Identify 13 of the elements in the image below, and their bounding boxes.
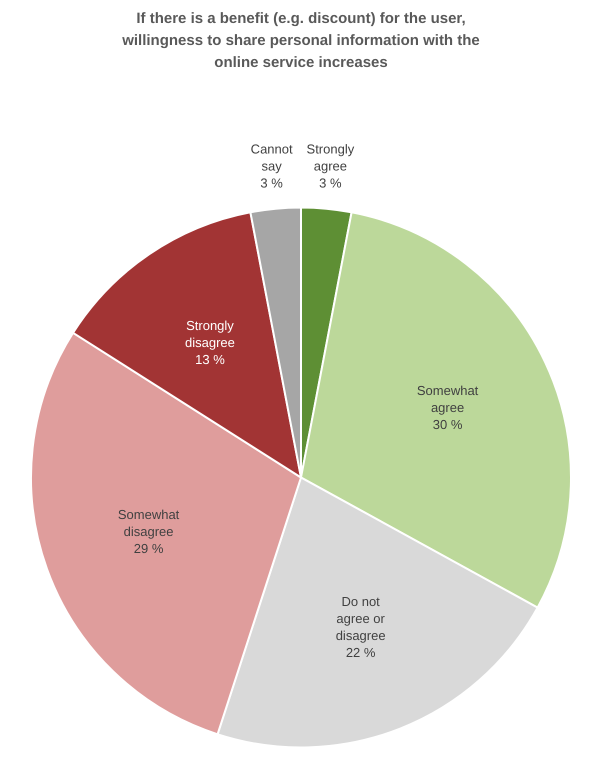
- slice-label: Strongly agree: [306, 141, 355, 174]
- data-label: 29 %: [134, 540, 164, 556]
- slice-label: Do not agree or disagree: [336, 594, 386, 644]
- data-label: 30 %: [432, 417, 463, 432]
- slice-label: Strongly disagree: [185, 318, 235, 350]
- slice-label: Somewhat agree: [416, 383, 479, 416]
- data-label: 3 %: [260, 175, 284, 190]
- data-label: 3 %: [319, 175, 342, 190]
- chart-title: If there is a benefit (e.g. discount) for the user, willingness to share personal information with the online service increases: [121, 9, 481, 73]
- slice-label: Somewhat disagree: [118, 506, 180, 539]
- data-label: 13 %: [195, 352, 226, 368]
- slice-label: Cannot say: [250, 141, 293, 174]
- data-label: 22 %: [346, 645, 376, 660]
